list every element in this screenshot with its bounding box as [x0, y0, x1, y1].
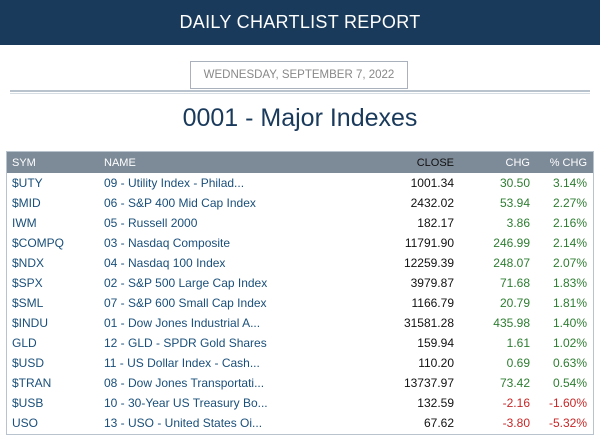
close-value: 182.17 [417, 216, 454, 230]
symbol-link[interactable]: $SML [12, 296, 44, 310]
pct-change-value: 1.81% [552, 296, 587, 310]
change-value: 435.98 [493, 316, 530, 330]
pct-change-value: 0.63% [552, 356, 587, 370]
report-date: WEDNESDAY, SEPTEMBER 7, 2022 [190, 61, 408, 89]
change-value: 73.42 [499, 376, 530, 390]
change-value: 20.79 [499, 296, 530, 310]
change-value: 30.50 [499, 176, 530, 190]
symbol-link[interactable]: GLD [12, 336, 37, 350]
table-row[interactable]: $SPX 02 - S&P 500 Large Cap Index 3979.87 7… [7, 273, 593, 293]
index-name-link[interactable]: 07 - S&P 600 Small Cap Index [104, 296, 267, 310]
index-name-link[interactable]: 04 - Nasdaq 100 Index [104, 256, 226, 270]
column-header-sym[interactable]: SYM [12, 156, 36, 169]
close-value: 159.94 [417, 336, 454, 350]
report-title: DAILY CHARTLIST REPORT [179, 12, 421, 32]
column-header-pct-chg[interactable]: % CHG [549, 156, 587, 169]
symbol-link[interactable]: USO [12, 416, 39, 430]
change-value: 53.94 [499, 196, 530, 210]
close-value: 31581.28 [403, 316, 454, 330]
column-header-chg[interactable]: CHG [505, 156, 530, 169]
symbol-link[interactable]: $USD [12, 356, 45, 370]
table-row[interactable]: $COMPQ 03 - Nasdaq Composite 11791.90 246.9… [7, 233, 593, 253]
close-value: 13737.97 [403, 376, 454, 390]
pct-change-value: 1.02% [552, 336, 587, 350]
symbol-link[interactable]: $COMPQ [12, 236, 65, 250]
column-header-name[interactable]: NAME [104, 156, 136, 169]
table-row[interactable]: $NDX 04 - Nasdaq 100 Index 12259.39 248.07 2… [7, 253, 593, 273]
table-row[interactable]: IWM 05 - Russell 2000 182.17 3.86 2.16% [7, 213, 593, 233]
table-row[interactable]: $USD 11 - US Dollar Index - Cash... 110.20… [7, 353, 593, 373]
index-name-link[interactable]: 13 - USO - United States Oi... [104, 416, 263, 430]
change-value: 246.99 [493, 236, 530, 250]
symbol-link[interactable]: $USB [12, 396, 44, 410]
close-value: 1001.34 [410, 176, 454, 190]
close-value: 110.20 [418, 356, 454, 370]
index-name-link[interactable]: 02 - S&P 500 Large Cap Index [104, 276, 268, 290]
close-value: 2432.02 [410, 196, 454, 210]
pct-change-value: 2.07% [552, 256, 587, 270]
pct-change-value: 2.27% [552, 196, 587, 210]
index-name-link[interactable]: 01 - Dow Jones Industrial A... [104, 316, 261, 330]
table-row[interactable]: USO 13 - USO - United States Oi... 67.62 -3… [7, 413, 593, 433]
close-value: 3979.87 [410, 276, 454, 290]
index-name-link[interactable]: 06 - S&P 400 Mid Cap Index [104, 196, 256, 210]
close-value: 132.59 [417, 396, 454, 410]
close-value: 1166.79 [411, 296, 455, 310]
pct-change-value: 2.14% [552, 236, 587, 250]
change-value: -2.16 [502, 396, 530, 410]
symbol-link[interactable]: $SPX [12, 276, 43, 290]
pct-change-value: 3.14% [552, 176, 587, 190]
column-header-close[interactable]: CLOSE [416, 156, 454, 169]
table-row[interactable]: $MID 06 - S&P 400 Mid Cap Index 2432.02 53.… [7, 193, 593, 213]
table-row[interactable]: $UTY 09 - Utility Index - Philad... 1001.3… [7, 173, 593, 193]
change-value: 248.07 [493, 256, 530, 270]
change-value: 1.61 [506, 336, 530, 350]
symbol-link[interactable]: $NDX [12, 256, 45, 270]
divider [10, 90, 590, 92]
report-banner: DAILY CHARTLIST REPORT [0, 0, 600, 45]
index-name-link[interactable]: 11 - US Dollar Index - Cash... [104, 356, 260, 370]
symbol-link[interactable]: $INDU [12, 316, 49, 330]
divider [10, 93, 590, 94]
pct-change-value: -1.60% [548, 396, 587, 410]
pct-change-value: 1.83% [552, 276, 587, 290]
index-name-link[interactable]: 10 - 30-Year US Treasury Bo... [104, 396, 268, 410]
table-row[interactable]: $INDU 01 - Dow Jones Industrial A... 31581… [7, 313, 593, 333]
pct-change-value: 2.16% [552, 216, 587, 230]
symbol-link[interactable]: $TRAN [12, 376, 52, 390]
close-value: 12259.39 [403, 256, 454, 270]
symbol-link[interactable]: IWM [12, 216, 37, 230]
index-name-link[interactable]: 05 - Russell 2000 [104, 216, 198, 230]
table-row[interactable]: $SML 07 - S&P 600 Small Cap Index 1166.79 2… [7, 293, 593, 313]
index-name-link[interactable]: 12 - GLD - SPDR Gold Shares [104, 336, 267, 350]
change-value: -3.80 [502, 416, 530, 430]
index-name-link[interactable]: 03 - Nasdaq Composite [104, 236, 231, 250]
pct-change-value: -5.32% [548, 416, 587, 430]
change-value: 71.68 [499, 276, 530, 290]
pct-change-value: 1.40% [552, 316, 587, 330]
chartlist-title: 0001 - Major Indexes [182, 104, 418, 132]
index-name-link[interactable]: 09 - Utility Index - Philad... [104, 176, 245, 190]
index-table: SYM NAME CLOSE CHG % CHG $UTY 09 - Utilit… [6, 151, 594, 435]
table-row[interactable]: $TRAN 08 - Dow Jones Transportati... 13737… [7, 373, 593, 393]
index-name-link[interactable]: 08 - Dow Jones Transportati... [104, 376, 265, 390]
symbol-link[interactable]: $MID [12, 196, 41, 210]
close-value: 67.62 [423, 416, 454, 430]
symbol-link[interactable]: $UTY [12, 176, 43, 190]
table-row[interactable]: GLD 12 - GLD - SPDR Gold Shares 159.94 1.61… [7, 333, 593, 353]
change-value: 0.69 [506, 356, 530, 370]
pct-change-value: 0.54% [552, 376, 587, 390]
change-value: 3.86 [506, 216, 530, 230]
table-row[interactable]: $USB 10 - 30-Year US Treasury Bo... 132.59… [7, 393, 593, 413]
table-header-row: SYM NAME CLOSE CHG % CHG [7, 152, 593, 173]
close-value: 11791.90 [404, 236, 454, 250]
